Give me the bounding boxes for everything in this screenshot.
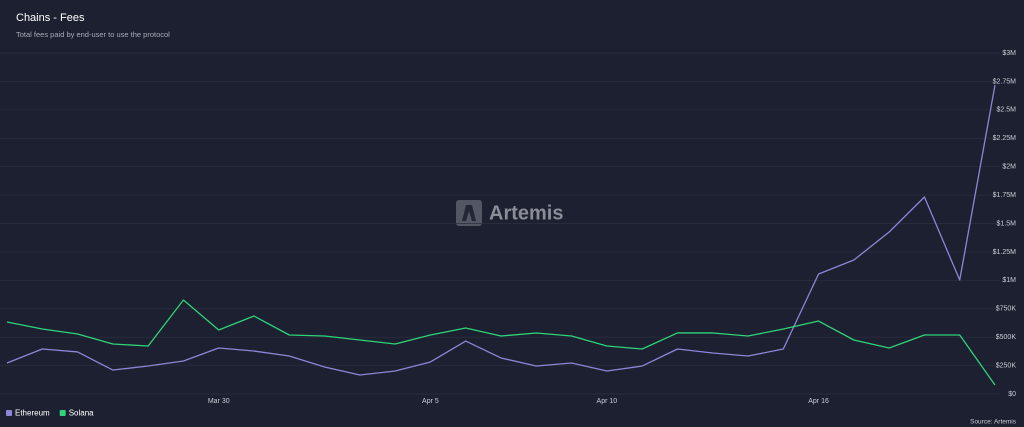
y-tick-label: $2.5M <box>997 107 1017 114</box>
y-tick-label: $250K <box>996 362 1017 369</box>
series-line <box>6 299 996 386</box>
legend-label: Ethereum <box>15 409 50 418</box>
chart-title: Chains - Fees <box>16 12 85 24</box>
watermark: Artemis <box>489 202 563 224</box>
x-tick-label: Apr 16 <box>808 398 829 405</box>
y-tick-label: $2M <box>1002 164 1016 171</box>
legend-swatch <box>59 410 66 416</box>
legend-label: Solana <box>69 409 94 418</box>
series-line <box>6 84 996 376</box>
x-tick-label: Apr 5 <box>422 398 439 405</box>
y-tick-label: $1.25M <box>993 249 1017 256</box>
y-tick-label: $1.75M <box>993 192 1017 199</box>
y-tick-label: $0 <box>1008 391 1016 398</box>
y-tick-label: $2.25M <box>993 135 1017 142</box>
y-tick-label: $1.5M <box>997 220 1017 227</box>
legend-swatch <box>6 410 12 416</box>
y-tick-label: $750K <box>996 306 1017 313</box>
x-tick-label: Mar 30 <box>208 398 230 405</box>
y-tick-label: $2.75M <box>993 78 1017 85</box>
watermark-logo <box>456 200 482 226</box>
chart-subtitle: Total fees paid by end-user to use the p… <box>16 30 170 39</box>
source: Source: Artemis <box>970 419 1017 426</box>
y-tick-label: $3M <box>1002 50 1016 57</box>
x-tick-label: Apr 10 <box>597 398 618 405</box>
y-tick-label: $500K <box>996 334 1017 341</box>
y-tick-label: $1M <box>1002 277 1016 284</box>
